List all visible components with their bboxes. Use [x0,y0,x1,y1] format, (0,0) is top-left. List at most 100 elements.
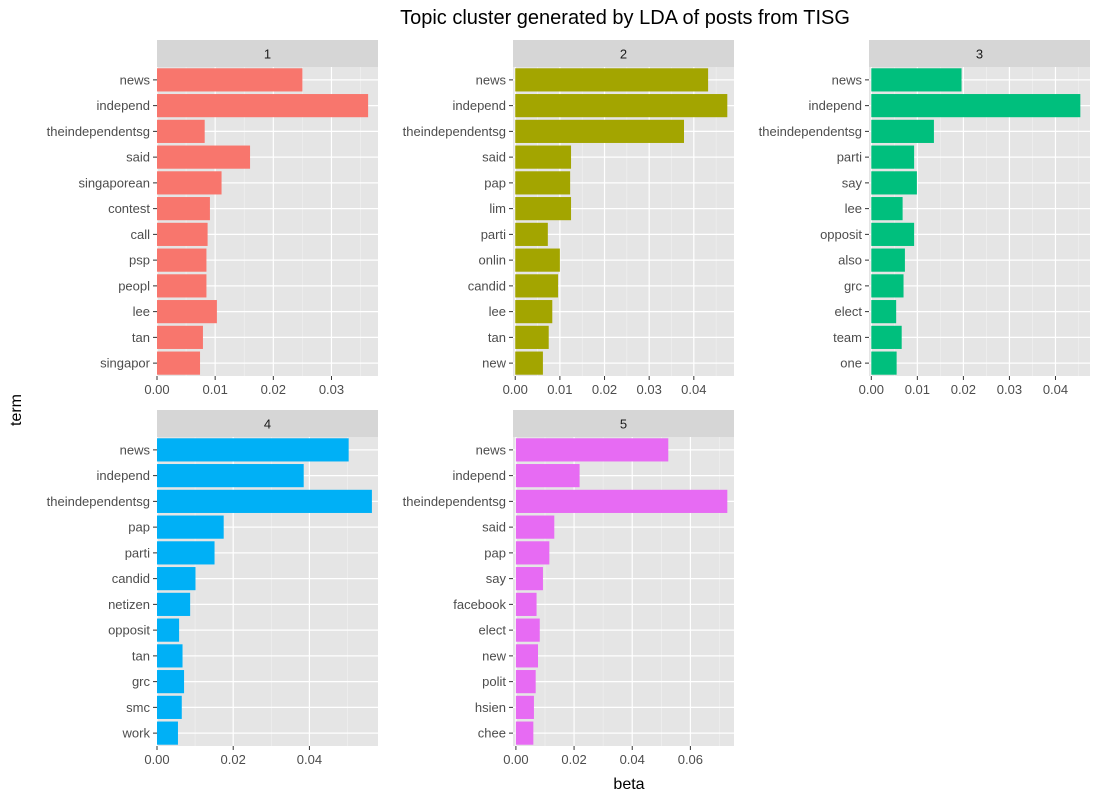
y-tick-label: lee [133,304,150,319]
y-tick-label: news [120,72,151,87]
facet-strip [513,40,734,67]
bar-parti [515,222,548,246]
bar-news [871,68,962,92]
y-tick-label: peopl [118,278,150,293]
bar-contest [157,197,210,221]
x-tick-label: 0.00 [503,382,528,397]
y-tick-label: one [840,356,862,371]
y-tick-label: elect [835,304,863,319]
y-tick-label: say [842,175,863,190]
y-tick-label: lee [489,304,506,319]
y-tick-label: lim [489,201,506,216]
bar-parti [871,145,915,169]
bar-news [515,438,669,462]
y-tick-label: candid [468,278,506,293]
x-tick-label: 0.03 [319,382,344,397]
bar-theindependentsg [157,489,372,513]
y-tick-label: new [482,648,506,663]
y-tick-label: pap [128,520,150,535]
bar-chee [515,721,534,745]
bar-elect [515,618,540,642]
bar-news [515,68,709,92]
bar-pap [515,171,571,195]
bar-opposit [157,618,180,642]
bar-independ [157,464,304,488]
bar-psp [157,248,207,272]
bar-candid [515,274,559,298]
facet-panel-1: 1 news independ theindependentsg said singapo… [47,40,378,397]
bar-new [515,351,543,375]
facet-panel-5: 5 news independ theindependentsg said pap say f… [403,410,734,767]
bar-lim [515,197,572,221]
y-tick-label: tan [132,648,150,663]
bar-say [515,567,543,591]
x-tick-label: 0.03 [997,382,1022,397]
x-tick-label: 0.02 [261,382,286,397]
bar-one [871,351,897,375]
facet-panel-2: 2 news independ theindependentsg said pap lim p… [403,40,734,397]
y-tick-label: theindependentsg [47,494,150,509]
facet-strip [157,410,378,437]
bar-theindependentsg [515,119,684,143]
y-tick-label: opposit [108,623,150,638]
y-tick-label: news [120,442,151,457]
bar-lee [157,300,217,324]
x-tick-label: 0.01 [905,382,930,397]
bar-new [515,644,539,668]
bar-say [871,171,917,195]
y-tick-label: theindependentsg [47,124,150,139]
y-tick-label: hsien [475,700,506,715]
y-tick-label: independ [809,98,863,113]
y-tick-label: parti [125,545,150,560]
y-tick-label: smc [126,700,150,715]
bar-theindependentsg [157,119,205,143]
bar-peopl [157,274,207,298]
y-tick-label: news [476,72,507,87]
bar-work [157,721,178,745]
bar-tan [157,644,183,668]
y-tick-label: theindependentsg [403,124,506,139]
bar-said [157,145,251,169]
y-tick-label: work [122,726,151,741]
x-tick-label: 0.04 [620,752,645,767]
x-tick-label: 0.03 [637,382,662,397]
facet-panels: 1 news independ theindependentsg said singapo… [47,40,1090,767]
y-tick-label: independ [453,98,507,113]
y-tick-label: tan [132,330,150,345]
bar-independ [515,94,728,118]
x-tick-label: 0.00 [144,382,169,397]
y-tick-label: tan [488,330,506,345]
bar-news [157,68,303,92]
y-tick-label: independ [97,98,151,113]
bar-call [157,222,208,246]
panel-background [513,67,734,376]
x-tick-label: 0.00 [144,752,169,767]
bar-smc [157,695,182,719]
x-axis-title: beta [613,776,644,793]
x-tick-label: 0.02 [221,752,246,767]
x-tick-label: 0.02 [951,382,976,397]
facet-strip-label: 2 [620,47,627,62]
y-tick-label: psp [129,253,150,268]
bar-facebook [515,592,537,616]
bar-said [515,515,555,539]
bar-netizen [157,592,191,616]
y-tick-label: contest [108,201,150,216]
bar-elect [871,300,897,324]
y-tick-label: new [482,356,506,371]
bar-news [157,438,349,462]
y-tick-label: said [482,150,506,165]
y-tick-label: theindependentsg [759,124,862,139]
y-tick-label: candid [112,571,150,586]
bar-lee [515,300,553,324]
panel-background [157,67,378,376]
y-tick-label: polit [482,674,506,689]
facet-panel-4: 4 news independ theindependentsg pap parti can… [47,410,378,767]
bar-team [871,325,902,349]
x-tick-label: 0.02 [592,382,617,397]
y-tick-label: say [486,571,507,586]
bar-tan [515,325,549,349]
y-tick-label: news [832,72,863,87]
bar-independ [157,94,369,118]
